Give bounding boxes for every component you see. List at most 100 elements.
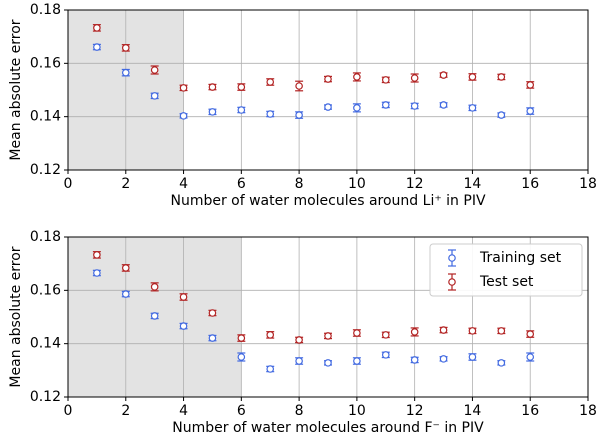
x-tick-label: 2 xyxy=(121,403,130,419)
point xyxy=(324,75,332,83)
series xyxy=(92,24,535,92)
point xyxy=(121,264,130,272)
series xyxy=(92,251,535,344)
point xyxy=(179,112,188,120)
y-tick-label: 0.14 xyxy=(30,109,61,125)
point xyxy=(526,81,535,89)
point xyxy=(208,108,217,116)
point xyxy=(295,336,303,344)
series xyxy=(92,269,535,373)
point xyxy=(93,24,101,32)
point xyxy=(526,107,535,115)
point xyxy=(150,92,159,100)
x-tick-label: 6 xyxy=(237,403,246,419)
point xyxy=(295,82,303,90)
point xyxy=(381,76,390,84)
point xyxy=(266,110,275,118)
point xyxy=(179,84,188,92)
point xyxy=(439,355,448,363)
point xyxy=(497,111,506,119)
point xyxy=(93,269,101,277)
point xyxy=(121,290,130,298)
y-tick-label: 0.16 xyxy=(30,55,61,71)
point xyxy=(497,73,506,81)
x-tick-label: 18 xyxy=(579,176,597,192)
x-tick-label: 16 xyxy=(521,176,539,192)
point xyxy=(121,44,130,52)
point xyxy=(150,283,159,291)
legend-marker xyxy=(448,278,456,286)
point xyxy=(526,330,535,338)
point xyxy=(468,327,477,335)
x-axis-label: Number of water molecules around Li⁺ in … xyxy=(170,193,485,209)
point xyxy=(468,73,477,81)
point xyxy=(439,326,448,334)
point xyxy=(179,322,188,330)
point xyxy=(497,359,506,367)
point xyxy=(353,73,361,81)
point xyxy=(410,356,419,364)
point xyxy=(93,43,101,51)
legend-box xyxy=(429,243,583,297)
point xyxy=(381,331,390,339)
point xyxy=(121,68,130,77)
point xyxy=(237,83,246,91)
series xyxy=(92,43,535,120)
x-tick-label: 14 xyxy=(464,176,482,192)
axes-frame xyxy=(67,9,589,171)
point xyxy=(266,331,275,339)
point xyxy=(237,106,246,114)
point xyxy=(179,293,188,301)
x-tick-label: 4 xyxy=(179,403,188,419)
point xyxy=(208,83,217,91)
point xyxy=(468,353,477,361)
x-tick-label: 2 xyxy=(121,176,130,192)
x-tick-label: 16 xyxy=(521,403,539,419)
legend-entry: Test set xyxy=(448,273,534,291)
y-axis-label: Mean absolute error xyxy=(8,246,24,387)
point xyxy=(410,74,419,82)
x-axis-label: Number of water molecules around F⁻ in P… xyxy=(172,420,484,436)
x-tick-label: 8 xyxy=(295,403,304,419)
point xyxy=(237,334,246,342)
legend-marker xyxy=(448,254,456,262)
x-tick-label: 6 xyxy=(237,176,246,192)
point xyxy=(237,353,246,361)
point xyxy=(266,365,275,373)
x-tick-label: 18 xyxy=(579,403,597,419)
x-tick-label: 12 xyxy=(406,176,424,192)
point xyxy=(295,357,303,365)
x-tick-label: 4 xyxy=(179,176,188,192)
point xyxy=(468,104,477,112)
point xyxy=(208,309,217,317)
point xyxy=(353,329,361,337)
point xyxy=(439,71,448,79)
point xyxy=(526,353,535,361)
point xyxy=(324,359,332,367)
point xyxy=(324,332,332,340)
axes-frame xyxy=(67,236,589,398)
point xyxy=(410,102,419,110)
y-tick-label: 0.12 xyxy=(30,389,61,405)
x-tick-label: 10 xyxy=(348,403,366,419)
x-tick-label: 10 xyxy=(348,176,366,192)
point xyxy=(324,103,332,111)
point xyxy=(295,111,303,119)
x-tick-label: 0 xyxy=(64,403,73,419)
y-tick-label: 0.18 xyxy=(30,229,61,245)
point xyxy=(497,327,506,335)
legend-entry: Training set xyxy=(448,249,562,267)
y-tick-label: 0.14 xyxy=(30,336,61,352)
point xyxy=(439,101,448,109)
point xyxy=(93,251,101,259)
legend-label: Test set xyxy=(479,274,534,290)
point xyxy=(353,104,361,112)
x-tick-label: 0 xyxy=(64,176,73,192)
y-tick-label: 0.18 xyxy=(30,2,61,18)
point xyxy=(353,357,361,365)
point xyxy=(266,78,275,86)
point xyxy=(208,334,217,342)
point xyxy=(381,351,390,359)
x-tick-label: 14 xyxy=(464,403,482,419)
